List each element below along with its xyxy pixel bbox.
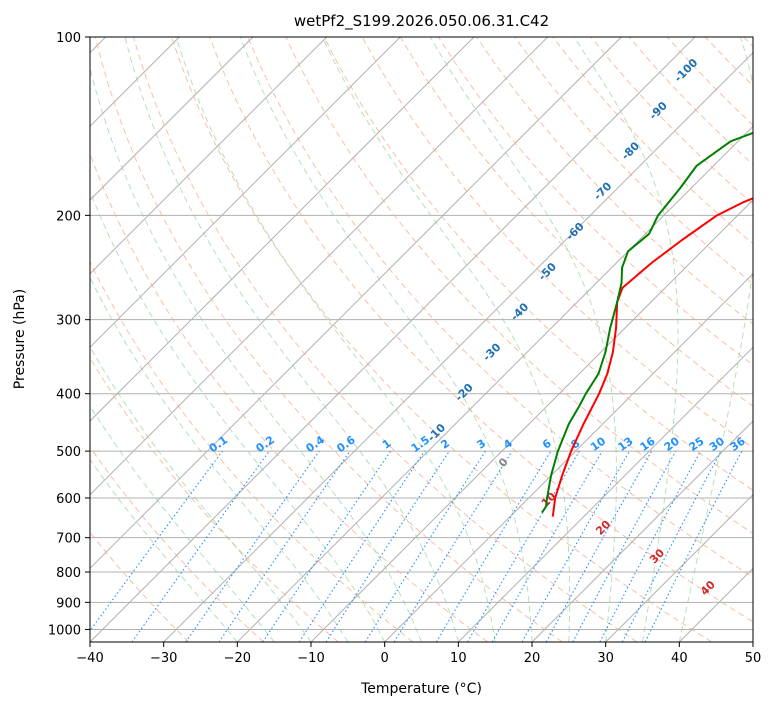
x-tick-label: 10 [450, 651, 467, 666]
plot-background [90, 37, 753, 642]
dry-adiabat-line [514, 37, 753, 285]
moist-adiabat-line [90, 458, 238, 642]
background-lines [90, 37, 753, 642]
dry-adiabat-line [285, 37, 753, 535]
mixing-ratio-line [644, 450, 743, 642]
isotherm-line [90, 37, 622, 570]
moist-adiabat-line [90, 66, 422, 642]
moist-adiabat-line [124, 37, 459, 642]
isotherm-line [384, 272, 753, 642]
moist-adiabat-line [429, 37, 617, 642]
moist-adiabat-line [90, 189, 386, 642]
mixing-ratio-line [218, 450, 351, 642]
dry-adiabat-line [94, 37, 563, 642]
dry-adiabat-line [90, 446, 264, 642]
dry-adiabat-line [476, 37, 753, 325]
y-tick-label: 100 [56, 31, 81, 46]
isotherm-line [457, 346, 753, 642]
mixing-ratio-line [298, 450, 425, 642]
x-tick-label: 0 [381, 651, 389, 666]
moist-adiabat-line [90, 345, 312, 642]
x-tick-label: −10 [297, 651, 324, 666]
mixing-ratio-line [521, 450, 630, 642]
mixing-ratio-line [90, 450, 223, 632]
moist-adiabat-line [175, 37, 496, 642]
mixing-ratio-line [185, 450, 320, 642]
dry-adiabat-line [90, 260, 414, 642]
isotherm-line [605, 493, 753, 642]
mixing-ratio-line [325, 450, 450, 642]
moist-adiabat-line [678, 37, 753, 642]
x-axis-label: Temperature (°C) [360, 681, 482, 697]
dry-adiabat-line [247, 37, 753, 578]
mixing-ratio-line [545, 450, 653, 642]
x-tick-label: 40 [671, 651, 688, 666]
y-axis-label: Pressure (hPa) [12, 289, 28, 389]
dry-adiabat-line [132, 37, 638, 642]
dry-adiabat-line [90, 356, 339, 642]
y-axis: 100 200 300 400 500 600 700 800 900 1000 [48, 31, 90, 638]
y-tick-label: 200 [56, 209, 81, 224]
mixing-ratio-line [572, 450, 677, 642]
sounding-profiles [541, 131, 753, 517]
mixing-ratio-line [262, 450, 392, 642]
x-tick-label: 30 [597, 651, 614, 666]
x-tick-label: 20 [524, 651, 541, 666]
isotherm-line [90, 37, 549, 496]
x-tick-label: 50 [745, 651, 762, 666]
isotherm-line [90, 37, 475, 422]
mixing-ratio-line [131, 450, 270, 642]
temperature-profile-line [551, 197, 753, 517]
dry-adiabat-line [171, 37, 713, 642]
y-tick-label: 400 [56, 388, 81, 403]
plot-frame [89, 36, 754, 643]
moist-adiabat-line [239, 37, 533, 642]
moist-adiabat-line [90, 276, 349, 642]
y-tick-label: 600 [56, 492, 81, 507]
moist-adiabat-line [90, 405, 275, 642]
y-tick-label: 700 [56, 532, 81, 547]
y-tick-label: 800 [56, 566, 81, 581]
dewpoint-profile-line [541, 131, 753, 514]
moist-adiabat-line [321, 37, 571, 642]
isotherm-line [531, 420, 753, 642]
x-tick-label: −30 [150, 651, 177, 666]
x-tick-label: −20 [224, 651, 251, 666]
isotherm-line [90, 37, 254, 201]
dry-adiabat-line [323, 37, 753, 491]
x-axis: −40 −30 −20 −10 0 10 20 30 40 50 [76, 642, 761, 666]
y-tick-label: 1000 [48, 623, 81, 638]
y-tick-label: 500 [56, 445, 81, 460]
y-tick-label: 900 [56, 596, 81, 611]
isotherm-line [90, 37, 328, 275]
y-tick-label: 300 [56, 314, 81, 329]
isotherm-line [90, 37, 401, 349]
chart-title: wetPf2_S199.2026.050.06.31.C42 [294, 12, 549, 31]
mixing-ratio-line [393, 450, 513, 642]
isotherm-line [163, 51, 753, 642]
x-tick-label: −40 [76, 651, 103, 666]
moist-adiabat-line [573, 37, 679, 642]
